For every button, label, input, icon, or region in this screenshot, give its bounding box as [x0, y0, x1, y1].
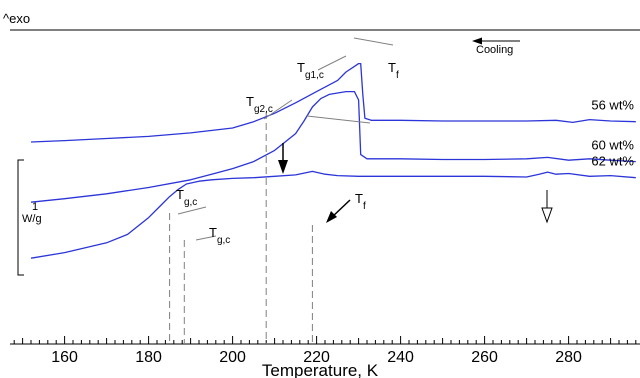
- x-axis-ticks: [13, 336, 637, 344]
- arrow-tf-icon: [326, 199, 351, 223]
- x-tick-label: 200: [219, 349, 246, 366]
- open-arrow-down-icon: [541, 190, 553, 224]
- series-label-3: 62 wt%: [591, 154, 634, 169]
- series-label-1: 56 wt%: [591, 98, 634, 113]
- cooling-indicator: Cooling: [472, 37, 520, 56]
- series-line-2: [30, 90, 636, 203]
- tangent-lines: [177, 37, 394, 241]
- annotations: Tg1,c Tg2,c Tf Tf Tg,c Tg,c: [176, 60, 553, 246]
- series-line-3: [30, 170, 636, 259]
- scale-bar-value: 1: [32, 201, 38, 213]
- x-tick-label: 180: [135, 349, 162, 366]
- x-tick-label: 240: [387, 349, 414, 366]
- tf-mid-label: Tf: [355, 191, 366, 212]
- tg1c-label: Tg1,c: [297, 60, 324, 81]
- series-label-2: 60 wt%: [591, 138, 634, 153]
- tgc-60-label: Tg,c: [176, 187, 197, 208]
- scale-bar-unit: W/g: [22, 213, 42, 225]
- tg2c-label: Tg2,c: [246, 94, 273, 115]
- x-tick-label: 160: [51, 349, 78, 366]
- cooling-label: Cooling: [476, 44, 513, 56]
- x-tick-label: 220: [303, 349, 330, 366]
- x-tick-label: 260: [471, 349, 498, 366]
- x-tick-label: 280: [555, 349, 582, 366]
- x-axis-tick-labels: 160 180 200 220 240 260 280: [51, 349, 582, 366]
- series-line-1: [30, 62, 636, 143]
- series-labels: 56 wt% 60 wt%62 wt%: [591, 98, 634, 169]
- exo-label: ^exo: [3, 11, 30, 26]
- x-axis-label: Temperature, K: [262, 361, 379, 378]
- dashed-guide-lines: [169, 112, 313, 344]
- series-layer: [30, 62, 636, 259]
- arrow-down-icon: [278, 143, 288, 174]
- tf-top-label: Tf: [388, 60, 399, 81]
- tgc-62-label: Tg,c: [209, 225, 230, 246]
- scale-bar: 1 W/g: [17, 159, 42, 276]
